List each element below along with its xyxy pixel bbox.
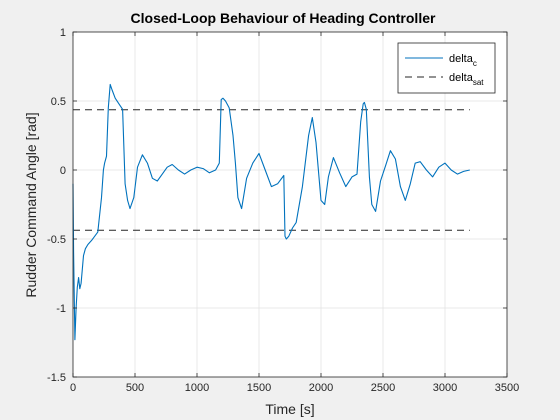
y-tick-label: -1.5: [47, 372, 66, 384]
chart-title: Closed-Loop Behaviour of Heading Control…: [131, 10, 436, 26]
y-tick-label: 1: [60, 27, 66, 39]
y-tick-label: 0.5: [51, 96, 66, 108]
legend-label-delta-c-base: delta: [449, 53, 474, 65]
legend-label-delta-sat-base: delta: [449, 72, 474, 84]
ticks: 0 500 1000 1500 2000 2500 3000 3500 -1.5 -1 -0.5 0 0…: [47, 27, 519, 394]
series-group: [72, 83, 470, 341]
x-tick-label: 0: [70, 382, 76, 394]
y-tick-label: 0: [60, 165, 66, 177]
y-axis-label: Rudder Command Angle [rad]: [23, 112, 39, 297]
x-axis-label: Time [s]: [265, 401, 314, 417]
legend-label-delta-c-sub: c: [473, 59, 477, 68]
x-tick-label: 3000: [433, 382, 457, 394]
legend-label-delta-sat: deltasat: [449, 72, 484, 87]
axes-box: [72, 31, 508, 378]
legend-box: [397, 42, 496, 94]
legend[interactable]: deltac deltasat: [397, 42, 496, 94]
legend-label-delta-sat-sub: sat: [473, 78, 484, 87]
y-tick-label: -1: [56, 303, 66, 315]
x-tick-label: 500: [126, 382, 144, 394]
legend-label-delta-c: deltac: [449, 53, 477, 68]
y-tick-label: -0.5: [47, 234, 66, 246]
x-tick-label: 1500: [247, 382, 271, 394]
series-line-delta-c: [72, 83, 470, 341]
x-tick-label: 3500: [495, 382, 519, 394]
x-tick-label: 1000: [185, 382, 209, 394]
x-tick-label: 2000: [309, 382, 333, 394]
x-tick-label: 2500: [371, 382, 395, 394]
saturation-lines: [73, 109, 470, 231]
